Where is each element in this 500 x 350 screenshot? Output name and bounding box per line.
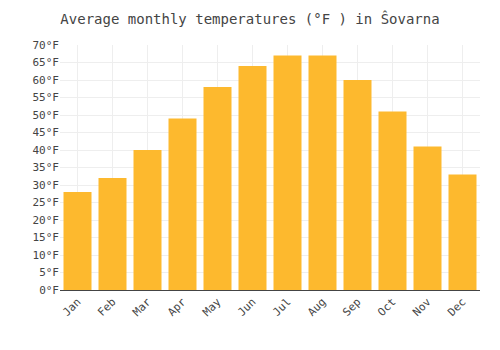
svg-text:Oct: Oct bbox=[375, 296, 398, 319]
svg-text:Nov: Nov bbox=[410, 295, 434, 319]
svg-text:60°F: 60°F bbox=[33, 74, 60, 87]
svg-text:25°F: 25°F bbox=[33, 196, 60, 209]
svg-text:Dec: Dec bbox=[445, 296, 468, 319]
svg-text:Feb: Feb bbox=[95, 296, 118, 319]
svg-text:15°F: 15°F bbox=[33, 231, 60, 244]
svg-text:20°F: 20°F bbox=[33, 214, 60, 227]
svg-text:Jan: Jan bbox=[60, 296, 83, 319]
svg-text:Aug: Aug bbox=[305, 296, 328, 319]
svg-text:30°F: 30°F bbox=[33, 179, 60, 192]
svg-text:40°F: 40°F bbox=[33, 144, 60, 157]
svg-text:Jul: Jul bbox=[270, 296, 293, 319]
svg-text:Apr: Apr bbox=[165, 295, 189, 319]
svg-text:70°F: 70°F bbox=[33, 39, 60, 52]
svg-text:Sep: Sep bbox=[340, 296, 363, 319]
svg-text:35°F: 35°F bbox=[33, 161, 60, 174]
svg-text:65°F: 65°F bbox=[33, 56, 60, 69]
svg-text:50°F: 50°F bbox=[33, 109, 60, 122]
svg-text:Average monthly temperatures (: Average monthly temperatures (°F ) in Ŝo… bbox=[60, 10, 439, 27]
svg-text:55°F: 55°F bbox=[33, 91, 60, 104]
svg-text:0°F: 0°F bbox=[39, 284, 59, 297]
svg-text:5°F: 5°F bbox=[39, 266, 59, 279]
svg-text:May: May bbox=[200, 295, 224, 319]
svg-text:Jun: Jun bbox=[235, 296, 258, 319]
svg-text:Mar: Mar bbox=[130, 295, 154, 319]
svg-text:10°F: 10°F bbox=[33, 249, 60, 262]
svg-text:45°F: 45°F bbox=[33, 126, 60, 139]
